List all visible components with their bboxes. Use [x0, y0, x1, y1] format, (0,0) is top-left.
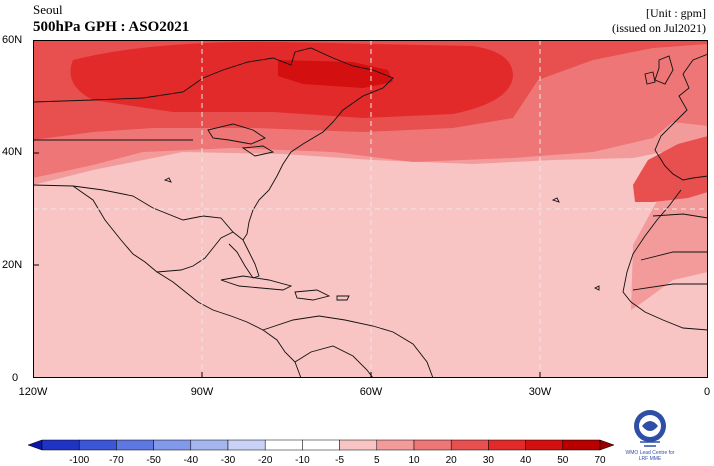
lon-label-60w: 60W — [359, 386, 383, 398]
lat-label-60n: 60N — [2, 34, 23, 46]
colorbar-label: -5 — [335, 455, 344, 464]
colorbar-cells — [28, 439, 614, 451]
colorbar-cell — [153, 439, 192, 451]
colorbar-label: 5 — [374, 455, 380, 464]
anomaly-fill-50-70 — [278, 60, 393, 88]
region-label: Seoul — [33, 2, 63, 17]
unit-label: [Unit : gpm] — [646, 6, 706, 20]
colorbar-label: 40 — [520, 455, 532, 464]
colorbar-cell — [599, 439, 614, 451]
colorbar-label: -40 — [184, 455, 199, 464]
colorbar-labels: -100-70-50-40-30-20-10-55102030405070100 — [69, 455, 606, 464]
anomaly-map — [33, 40, 708, 378]
lon-label-120w: 120W — [18, 386, 48, 398]
colorbar-label: -100 — [69, 455, 89, 464]
colorbar-cell — [376, 439, 415, 451]
colorbar-cell — [227, 439, 266, 451]
wmo-logo: WMO Lead Centre for LRF MME — [626, 410, 675, 462]
colorbar-label: 20 — [446, 455, 458, 464]
colorbar-cell — [339, 439, 378, 451]
colorbar-cell — [41, 439, 80, 451]
colorbar-cell — [450, 439, 489, 451]
colorbar-cell — [264, 439, 303, 451]
colorbar-cell — [525, 439, 564, 451]
colorbar-label: -20 — [258, 455, 273, 464]
lon-label-30w: 30W — [528, 386, 552, 398]
colorbar-label: -30 — [221, 455, 236, 464]
colorbar-cell — [190, 439, 229, 451]
colorbar-label: 10 — [408, 455, 420, 464]
colorbar-label: 50 — [557, 455, 569, 464]
colorbar-cell — [488, 439, 526, 451]
issued-label: (issued on Jul2021) — [612, 21, 706, 35]
colorbar-label: 30 — [483, 455, 495, 464]
lon-label-0: 0 — [703, 386, 711, 398]
colorbar-cell — [413, 439, 452, 451]
wmo-logo-line2: LRF MME — [639, 456, 662, 462]
lon-label-90w: 90W — [190, 386, 214, 398]
map-title: 500hPa GPH : ASO2021 — [33, 19, 190, 35]
colorbar: -100-70-50-40-30-20-10-55102030405070100 — [28, 439, 614, 464]
colorbar-label: -70 — [109, 455, 124, 464]
wmo-logo-line1: WMO Lead Centre for — [626, 450, 675, 456]
lat-label-20n: 20N — [2, 259, 23, 271]
lat-label-40n: 40N — [2, 146, 23, 158]
colorbar-cell — [302, 439, 340, 451]
lat-label-eq: 0 — [12, 372, 19, 384]
colorbar-cell — [78, 439, 117, 451]
axis-ticks — [33, 40, 708, 378]
colorbar-label: -10 — [295, 455, 310, 464]
colorbar-cell — [28, 439, 43, 451]
colorbar-cell — [116, 439, 154, 451]
colorbar-label: 70 — [594, 455, 606, 464]
colorbar-label: -50 — [146, 455, 161, 464]
anomaly-fill-30-40-east — [633, 136, 708, 202]
colorbar-cell — [562, 439, 601, 451]
coastlines — [33, 47, 708, 378]
graticule — [33, 40, 708, 378]
